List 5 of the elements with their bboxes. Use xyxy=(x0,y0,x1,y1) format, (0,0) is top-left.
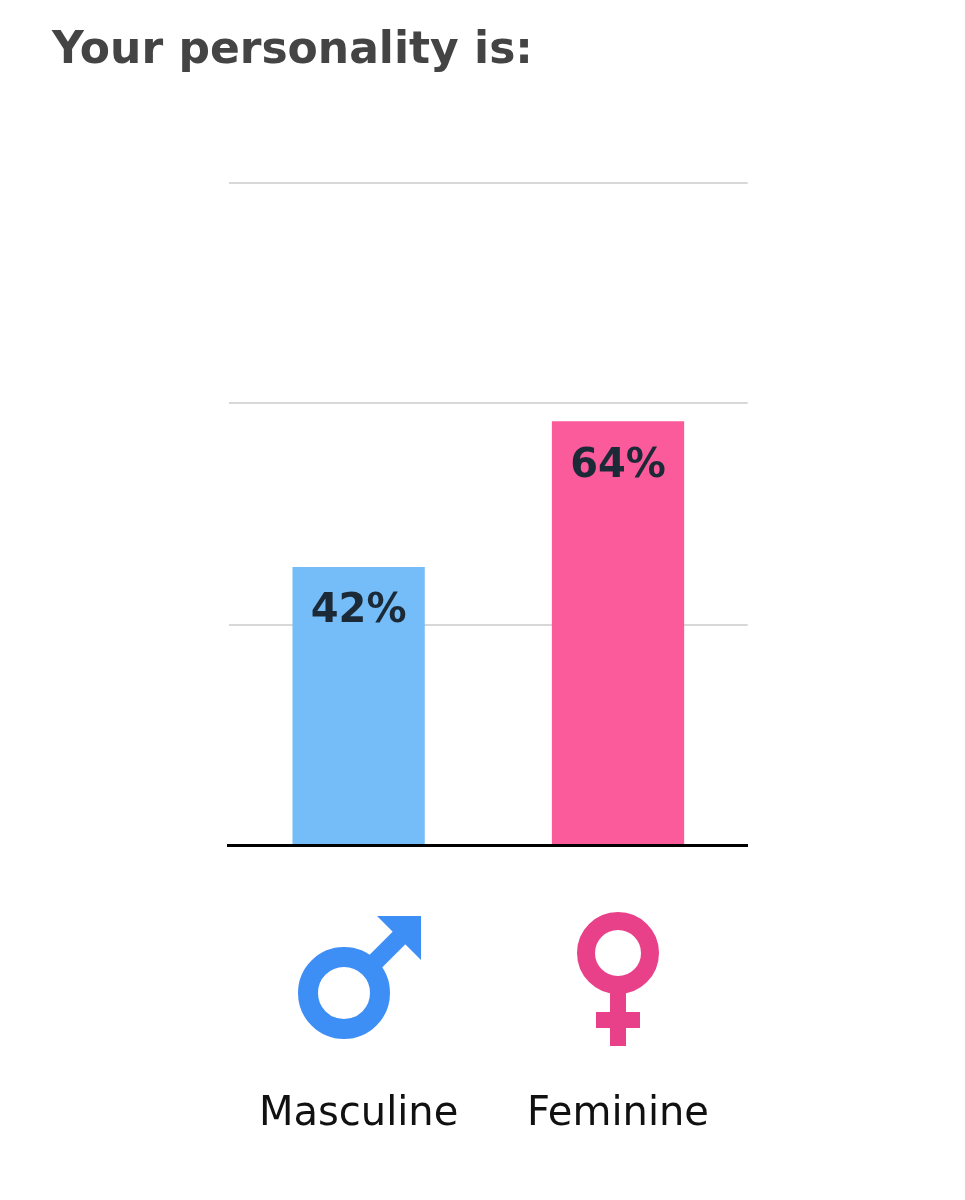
x-tick-label: Feminine xyxy=(527,1088,709,1135)
data-label: 64% xyxy=(570,439,666,486)
data-label: 42% xyxy=(310,585,407,632)
chart-title: Your personality is: xyxy=(52,22,533,73)
x-tick-label: Masculine xyxy=(258,1088,459,1135)
